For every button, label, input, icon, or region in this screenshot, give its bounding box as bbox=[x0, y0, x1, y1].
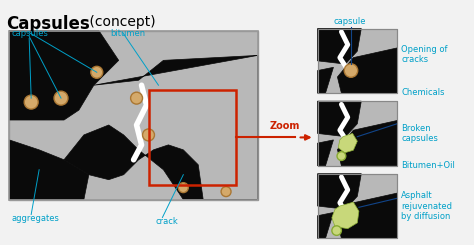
Polygon shape bbox=[318, 67, 333, 93]
Text: Zoom: Zoom bbox=[270, 122, 300, 132]
Bar bbox=[148, 90, 236, 185]
Text: crack: crack bbox=[155, 218, 178, 226]
Circle shape bbox=[24, 95, 38, 109]
Bar bbox=[9, 31, 258, 200]
Bar bbox=[318, 101, 397, 166]
Bar bbox=[318, 101, 397, 166]
Circle shape bbox=[337, 152, 346, 160]
Polygon shape bbox=[318, 101, 361, 137]
Polygon shape bbox=[337, 48, 397, 93]
Text: Chemicals: Chemicals bbox=[401, 88, 445, 97]
Bar bbox=[9, 31, 258, 200]
Text: capsules: capsules bbox=[11, 28, 48, 37]
Circle shape bbox=[143, 129, 155, 141]
Text: Capsules: Capsules bbox=[6, 15, 90, 33]
Circle shape bbox=[91, 66, 103, 78]
Bar bbox=[318, 28, 397, 93]
Polygon shape bbox=[338, 134, 357, 153]
Polygon shape bbox=[318, 212, 333, 238]
Polygon shape bbox=[332, 202, 359, 229]
Text: aggregates: aggregates bbox=[11, 214, 59, 223]
Polygon shape bbox=[318, 28, 361, 64]
Circle shape bbox=[332, 226, 341, 235]
Circle shape bbox=[221, 187, 231, 196]
Bar bbox=[318, 28, 397, 93]
Circle shape bbox=[178, 183, 188, 193]
Bar bbox=[318, 174, 397, 238]
Polygon shape bbox=[318, 174, 361, 209]
Text: Opening of
cracks: Opening of cracks bbox=[401, 45, 447, 64]
Circle shape bbox=[344, 64, 358, 77]
Polygon shape bbox=[64, 55, 258, 200]
Circle shape bbox=[131, 92, 143, 104]
Text: Broken
capsules: Broken capsules bbox=[401, 124, 438, 143]
Polygon shape bbox=[337, 193, 397, 238]
Bar bbox=[318, 174, 397, 238]
Circle shape bbox=[54, 91, 68, 105]
Polygon shape bbox=[337, 121, 397, 166]
Polygon shape bbox=[9, 140, 89, 200]
Text: Bitumen+Oil: Bitumen+Oil bbox=[401, 161, 455, 170]
Text: Asphalt
rejuvenated
by diffusion: Asphalt rejuvenated by diffusion bbox=[401, 191, 452, 221]
Polygon shape bbox=[9, 31, 119, 120]
Polygon shape bbox=[318, 140, 333, 166]
Text: (concept): (concept) bbox=[85, 15, 155, 29]
Text: bitumen: bitumen bbox=[111, 28, 146, 37]
Text: capsule: capsule bbox=[333, 17, 365, 25]
